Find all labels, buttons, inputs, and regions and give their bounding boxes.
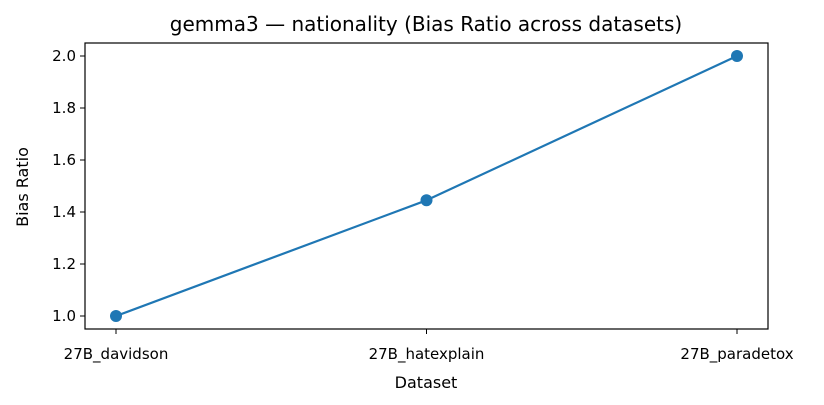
data-point [110, 310, 122, 322]
x-tick-label: 27B_hatexplain [369, 345, 485, 364]
y-tick-label: 1.8 [52, 99, 76, 117]
series-line [114, 54, 739, 318]
x-tick-label: 27B_paradetox [680, 345, 793, 364]
plot-frame [84, 42, 769, 330]
y-tick-label: 1.6 [52, 151, 76, 169]
x-tick-label: 27B_davidson [64, 345, 169, 364]
x-axis-label: Dataset [395, 373, 458, 392]
chart-title: gemma3 — nationality (Bias Ratio across … [170, 12, 682, 36]
data-point [731, 50, 743, 62]
y-axis-label: Bias Ratio [13, 147, 32, 227]
y-tick-label: 1.2 [52, 255, 76, 273]
data-point [420, 194, 433, 207]
plot-area: 1.0 1.2 1.4 1.6 1.8 2.0 27B_davidson 27B_hatexp… [52, 47, 794, 364]
y-tick-label: 1.4 [52, 203, 76, 221]
y-tick-label: 1.0 [52, 307, 76, 325]
y-tick-label: 2.0 [52, 47, 76, 65]
